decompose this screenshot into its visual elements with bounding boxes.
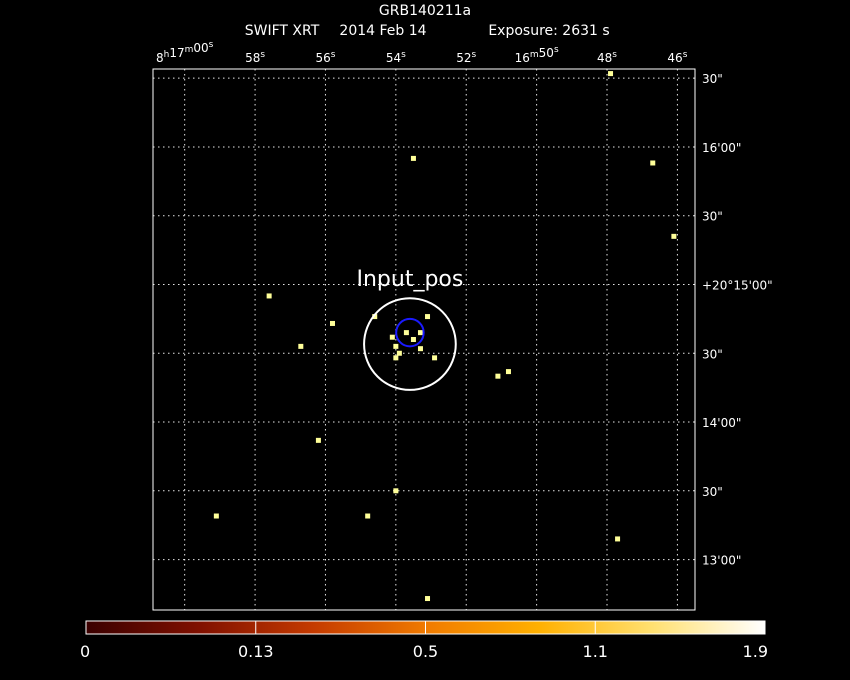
photon-point (329, 320, 335, 326)
y-tick-label: 13'00" (702, 554, 741, 568)
y-tick-label: 30" (702, 347, 723, 361)
photon-point (396, 350, 402, 356)
x-tick-label: 58s (245, 50, 265, 65)
photon-point (403, 330, 409, 336)
subtitle-date: 2014 Feb 14 (339, 23, 426, 39)
photon-point (298, 343, 304, 349)
input-position-label: Input_pos (356, 267, 463, 292)
x-tick-label: 8h17m00s (156, 40, 214, 65)
photon-point (505, 369, 511, 375)
y-tick-label: 14'00" (702, 416, 741, 430)
photon-point (410, 155, 416, 161)
x-tick-label: 52s (456, 50, 476, 65)
photon-point (266, 293, 272, 299)
colorbar-label: 0 (80, 642, 90, 661)
y-tick-label: 30" (702, 210, 723, 224)
x-tick-label: 48s (597, 50, 617, 65)
photon-point (315, 437, 321, 443)
photon-point (393, 343, 399, 349)
photon-point (393, 355, 399, 361)
plot-frame (152, 68, 696, 611)
photon-point (671, 233, 677, 239)
x-tick-label: 46s (667, 50, 687, 65)
photon-point (432, 355, 438, 361)
photon-point (393, 488, 399, 494)
photon-point (417, 346, 423, 352)
colorbar-label: 0.13 (238, 642, 274, 661)
chart-title: GRB140211a (379, 3, 471, 19)
photon-point (410, 337, 416, 342)
subtitle-exposure: Exposure: 2631 s (488, 23, 609, 39)
subtitle-instrument: SWIFT XRT (245, 23, 320, 39)
photon-point (417, 330, 423, 336)
x-tick-label: 54s (386, 50, 406, 65)
y-tick-label: 16'00" (702, 141, 741, 155)
y-tick-label: 30" (702, 72, 723, 86)
y-tick-label: 30" (702, 485, 723, 499)
photon-point (495, 373, 501, 379)
photon-point (425, 314, 431, 320)
colorbar-label: 0.5 (413, 642, 438, 661)
photon-point (425, 596, 431, 602)
photon-point (365, 513, 371, 519)
photon-point (615, 536, 621, 542)
photon-point (608, 71, 614, 77)
x-tick-label: 56s (315, 50, 335, 65)
input-position-circle (363, 297, 457, 391)
photon-point (372, 314, 378, 320)
colorbar-label: 1.9 (743, 642, 768, 661)
photon-point (650, 160, 656, 166)
x-tick-label: 16m50s (515, 45, 559, 65)
y-tick-label: +20°15'00" (702, 278, 773, 292)
colorbar-label: 1.1 (583, 642, 608, 661)
photon-point (213, 513, 219, 519)
photon-point (389, 334, 395, 340)
error-circle (395, 317, 425, 348)
